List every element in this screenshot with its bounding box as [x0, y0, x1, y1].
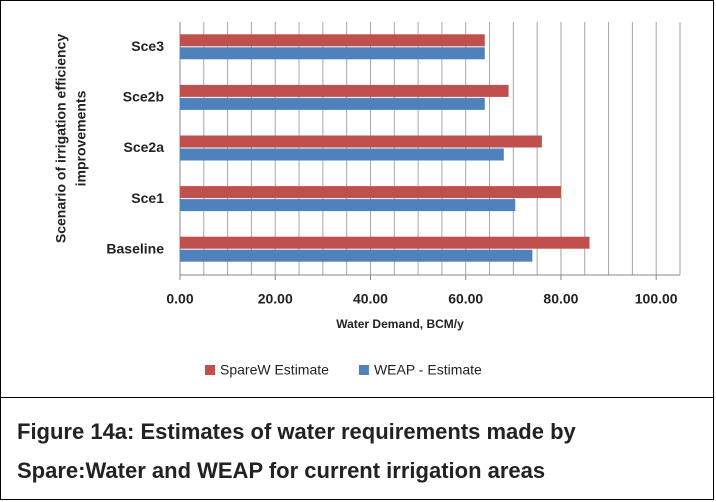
chart-border [0, 0, 714, 398]
y-axis-title: Scenario of irrigation efficiency [53, 34, 69, 243]
chart: 0.00 20.00 40.00 60.00 80.00 100.00 Baseline Sc… [0, 0, 714, 398]
legend-swatch [205, 365, 215, 375]
y-tick-label: Baseline [106, 240, 164, 256]
bar [180, 47, 485, 60]
legend-label: SpareW Estimate [220, 362, 329, 378]
legend-label: WEAP - Estimate [374, 362, 482, 378]
bar [180, 84, 509, 97]
x-tick-label: 80.00 [543, 291, 578, 307]
y-axis-title: improvements [73, 90, 89, 186]
y-tick-label: Sce2a [124, 139, 165, 155]
y-tick-label: Sce3 [131, 38, 164, 54]
caption-line: Spare:Water and WEAP for current irrigat… [17, 458, 546, 483]
bar [180, 199, 516, 212]
x-axis-title: Water Demand, BCM/y [336, 317, 464, 331]
x-tick-label: 60.00 [448, 291, 483, 307]
caption-line: Figure 14a: Estimates of water requireme… [17, 419, 576, 444]
x-tick-label: 20.00 [258, 291, 293, 307]
x-tick-label: 0.00 [166, 291, 193, 307]
y-tick-label: Sce2b [123, 89, 164, 105]
bar [180, 236, 590, 249]
x-tick-label: 40.00 [353, 291, 388, 307]
bar [180, 249, 533, 262]
y-tick-label: Sce1 [131, 190, 164, 206]
bar [180, 148, 504, 161]
legend-swatch [358, 365, 369, 375]
caption: Figure 14a: Estimates of water requireme… [0, 398, 714, 500]
x-tick-label: 100.00 [635, 291, 678, 307]
bar [180, 34, 485, 47]
bar [180, 186, 561, 199]
bar [180, 97, 485, 110]
bar [180, 135, 542, 148]
